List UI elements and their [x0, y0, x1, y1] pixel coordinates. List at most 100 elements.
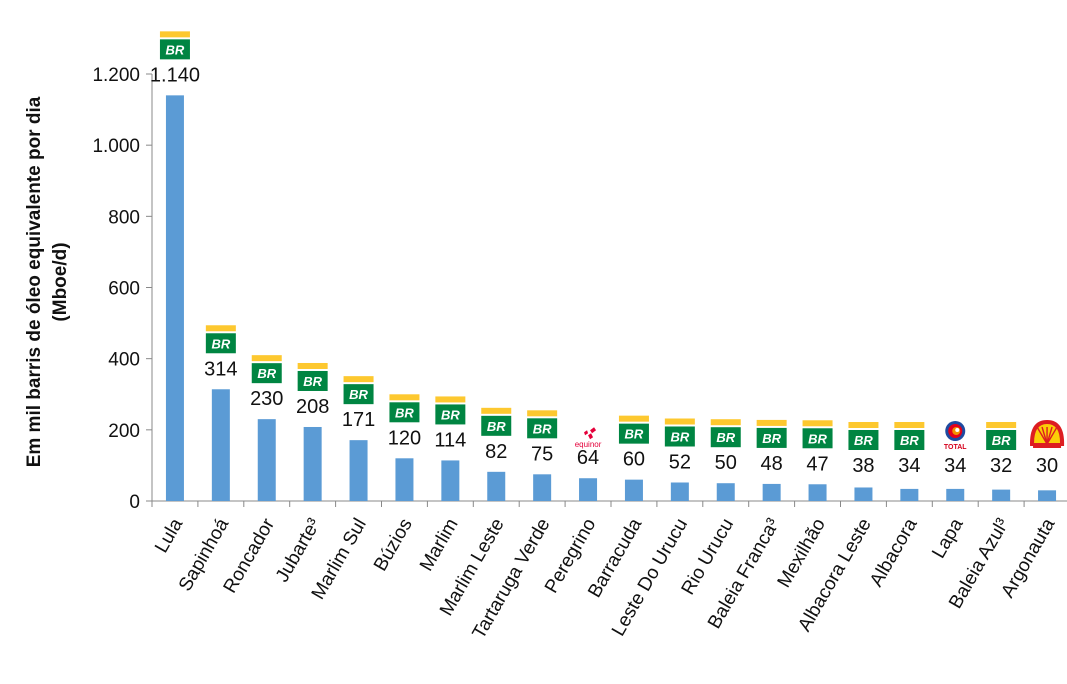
logo-text: BR	[303, 374, 322, 389]
y-axis-label-line2: (Mboe/d)	[50, 242, 71, 321]
logo-text: BR	[900, 433, 919, 448]
petrobras-logo-icon: BR	[343, 376, 374, 405]
shell-logo-icon	[1029, 420, 1065, 448]
logo-green-band	[848, 430, 879, 450]
data-label: 75	[531, 443, 553, 465]
logo-text: BR	[349, 387, 368, 402]
logo-green-band	[664, 426, 695, 447]
logo-text: BR	[716, 430, 735, 445]
y-tick-label: 400	[108, 350, 140, 371]
bar	[349, 440, 368, 501]
bar	[854, 487, 873, 501]
logo-yellow-band	[251, 355, 282, 362]
bar	[165, 95, 184, 501]
logo-green-band	[527, 418, 558, 439]
data-label: 1.140	[150, 64, 200, 86]
data-label: 64	[577, 447, 599, 469]
petrobras-logo-icon: BR	[435, 396, 466, 425]
logo-yellow-band	[205, 325, 236, 332]
x-category-label: Lapa	[928, 515, 968, 562]
logo-green-band	[618, 423, 649, 444]
data-label: 30	[1036, 455, 1058, 477]
y-tick-label: 200	[108, 421, 140, 442]
logo-text: BR	[487, 419, 506, 434]
bar	[487, 471, 506, 501]
logo-shell-base	[1033, 444, 1062, 448]
petrobras-logo-icon: BR	[297, 362, 328, 391]
bar	[395, 458, 414, 501]
data-label: 60	[623, 449, 645, 471]
logo-green-band	[756, 427, 787, 448]
y-axis-label-line1: Em mil barris de óleo equivalente por di…	[24, 96, 45, 467]
logo-text: BR	[441, 407, 460, 422]
equinor-logo-icon: equinor	[575, 427, 602, 449]
data-label: 38	[852, 455, 874, 477]
logo-yellow-band	[435, 396, 466, 403]
petrobras-logo-icon: BR	[481, 407, 512, 436]
data-label: 82	[485, 441, 507, 463]
y-axis-label: Em mil barris de óleo equivalente por di…	[24, 96, 71, 467]
logo-green-band	[986, 430, 1017, 450]
bar	[303, 426, 322, 501]
petrobras-logo-icon: BR	[159, 31, 190, 60]
petrobras-logo-icon: BR	[664, 418, 695, 447]
logo-yellow-band	[848, 422, 879, 428]
x-category-label: Búzios	[370, 515, 417, 575]
logo-green-band	[710, 427, 741, 448]
y-tick-label: 1.200	[92, 65, 140, 86]
bar	[716, 483, 735, 501]
logo-text: BR	[670, 429, 689, 444]
logo-text: BR	[992, 433, 1011, 448]
logo-green-band	[435, 404, 466, 425]
data-label: 47	[806, 453, 828, 475]
logo-yellow-band	[986, 422, 1017, 428]
logo-green-band	[251, 363, 282, 384]
logo-text: BR	[854, 433, 873, 448]
x-category-label: Marlim	[416, 515, 463, 575]
data-label: 230	[250, 388, 283, 410]
logo-green-band	[205, 333, 236, 354]
logo-yellow-band	[297, 362, 328, 369]
logo-white-core	[955, 428, 960, 432]
logo-green-band	[802, 428, 833, 449]
bar	[441, 460, 460, 501]
petrobras-logo-icon: BR	[986, 422, 1017, 450]
logo-text: BR	[625, 427, 644, 442]
logo-star-3	[588, 433, 594, 440]
logo-yellow-band	[527, 410, 558, 417]
logo-green-band	[343, 384, 374, 405]
bar	[624, 479, 643, 501]
bar	[900, 488, 919, 501]
logo-yellow-band	[159, 31, 190, 38]
petrobras-logo-icon: BR	[894, 422, 925, 450]
data-label: 314	[204, 358, 237, 380]
logo-yellow-band	[618, 415, 649, 422]
y-tick-label: 800	[108, 207, 140, 228]
y-tick-label: 0	[129, 492, 140, 513]
value-labels: 1.140 314 230 208 171 120 114 82 75 64 60 52 50 48 47 3…	[150, 64, 1058, 477]
bar	[992, 489, 1011, 501]
bar	[533, 474, 552, 501]
bar	[211, 389, 230, 501]
logo-green-band	[481, 415, 512, 436]
logo-shell-ray	[1041, 426, 1048, 445]
y-tick-label: 1.000	[92, 136, 140, 157]
logo-yellow-band	[481, 407, 512, 414]
petrobras-logo-icon: BR	[618, 415, 649, 444]
logo-text: BR	[808, 431, 827, 446]
logo-star-2	[584, 430, 589, 436]
operator-logos: BR BR BR BR BR BR BR BR BR equinor BR BR BR BR BR BR BR T…	[159, 31, 1065, 451]
logo-text: equinor	[575, 440, 602, 449]
logo-green-band	[159, 39, 190, 60]
logo-text: BR	[395, 405, 414, 420]
data-label: 34	[898, 455, 920, 477]
petrobras-logo-icon: BR	[389, 394, 420, 423]
logo-star-1	[590, 427, 597, 434]
logo-text: TOTAL	[944, 444, 967, 451]
logo-yellow-band	[664, 418, 695, 425]
logo-yellow-band	[802, 420, 833, 427]
petrobras-logo-icon: BR	[756, 419, 787, 448]
y-tick-label: 600	[108, 279, 140, 300]
data-label: 171	[342, 409, 375, 431]
